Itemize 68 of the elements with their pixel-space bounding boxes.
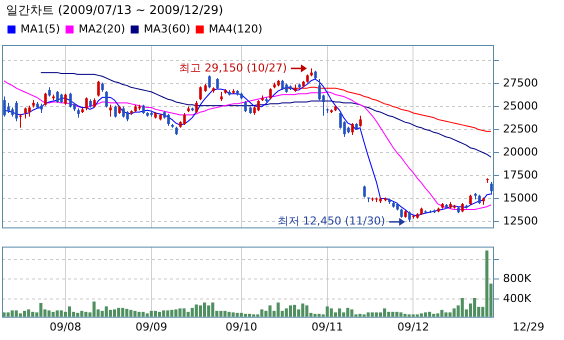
candlestick xyxy=(3,96,6,118)
candlestick xyxy=(408,210,411,222)
candlestick xyxy=(469,194,472,206)
candlestick xyxy=(28,105,31,118)
candlestick xyxy=(208,74,211,89)
candlestick xyxy=(461,202,464,213)
candlestick xyxy=(478,194,481,204)
x-tick-label: 09/12 xyxy=(397,320,430,334)
candlestick xyxy=(40,103,43,114)
candlestick xyxy=(490,181,493,196)
y-tick-label: 400K xyxy=(503,292,532,305)
candlestick xyxy=(69,92,72,108)
candlestick xyxy=(195,100,198,114)
candlestick xyxy=(105,90,108,108)
candlestick xyxy=(109,104,112,118)
candlestick xyxy=(351,122,354,136)
x-tick-label: 09/09 xyxy=(135,320,168,334)
candlestick xyxy=(97,80,100,97)
y-tick-label: 800K xyxy=(503,272,532,286)
y-tick-label: 25000 xyxy=(503,99,538,112)
candlestick xyxy=(216,78,219,90)
chart-title: 일간차트 (2009/07/13 ~ 2009/12/29) xyxy=(6,2,224,19)
candlestick xyxy=(15,100,18,122)
candlestick xyxy=(269,88,272,100)
candlestick xyxy=(24,106,27,120)
x-tick-label: 09/08 xyxy=(50,320,82,334)
candlestick xyxy=(122,106,125,118)
candlestick xyxy=(244,100,247,113)
candlestick xyxy=(142,104,145,114)
candlestick xyxy=(44,92,47,106)
candlestick xyxy=(257,100,260,112)
text: 12/29 xyxy=(512,320,544,334)
candlestick xyxy=(199,86,202,101)
candlestick xyxy=(60,93,63,104)
candlestick xyxy=(7,102,10,114)
candlestick xyxy=(167,113,170,126)
y-tick-label: 12500 xyxy=(503,214,538,228)
y-tick-label: 17500 xyxy=(503,168,538,182)
candlestick xyxy=(183,112,186,126)
legend-label: MA4(120) xyxy=(208,22,262,36)
annotation: 최저 12,450 (11/30) xyxy=(277,214,386,228)
y-tick-label: 27500 xyxy=(503,76,538,90)
candlestick xyxy=(48,86,51,97)
legend-label: MA3(60) xyxy=(144,22,190,36)
candlestick xyxy=(318,78,321,101)
y-tick-label: 22500 xyxy=(503,122,538,136)
x-tick-label: 09/10 xyxy=(226,320,258,334)
candlestick xyxy=(363,185,366,198)
candlestick xyxy=(114,105,117,118)
candlestick xyxy=(93,98,96,108)
y-tick-label: 15000 xyxy=(503,191,538,204)
candlestick xyxy=(359,115,362,128)
legend-label: MA2(20) xyxy=(78,22,126,36)
candlestick xyxy=(64,93,67,106)
candlestick xyxy=(19,113,22,128)
candlestick xyxy=(285,83,288,94)
legend-label: MA1(5) xyxy=(20,22,60,36)
x-tick-label: 09/11 xyxy=(311,320,344,334)
candlestick xyxy=(281,79,284,91)
candlestick xyxy=(85,96,88,111)
candlestick xyxy=(220,91,223,102)
annotation: 최고 29,150 (10/27) xyxy=(179,61,287,74)
y-tick-label: 20000 xyxy=(503,145,538,158)
candlestick xyxy=(126,110,129,122)
candlestick xyxy=(101,82,104,92)
candlestick xyxy=(56,90,59,104)
candlestick xyxy=(11,106,14,118)
candlestick xyxy=(77,108,80,118)
